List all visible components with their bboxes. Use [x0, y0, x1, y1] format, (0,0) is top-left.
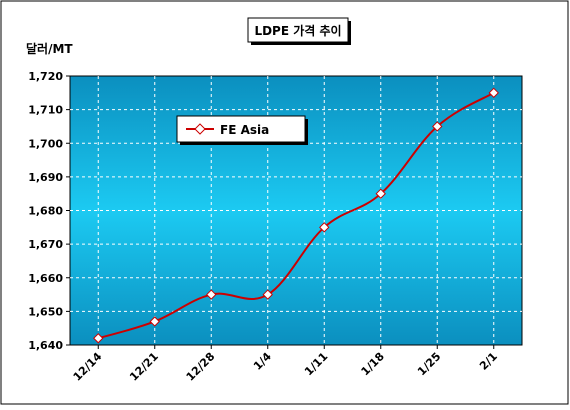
y-tick-label: 1,640: [28, 339, 63, 352]
y-tick-label: 1,670: [28, 238, 63, 251]
series-line-fe-asia: [97, 91, 495, 340]
y-tick-label: 1,720: [28, 70, 63, 83]
series-markers: [93, 87, 499, 344]
data-point-marker: [488, 87, 499, 99]
y-axis-ticks: 1,640 1,650 1,660 1,670 1,680 1,690 1,700 1,710…: [28, 70, 70, 352]
y-tick-label: 1,700: [28, 137, 63, 150]
legend-label-fe-asia: FE Asia: [220, 123, 269, 137]
y-axis-label: 달러/MT: [26, 41, 73, 56]
y-tick-label: 1,710: [28, 104, 63, 117]
y-tick-label: 1,690: [28, 171, 63, 184]
legend: FE Asia: [176, 115, 308, 145]
data-point-marker: [319, 222, 330, 233]
legend-marker-fe-asia: [194, 123, 206, 135]
chart-title-box: [247, 17, 349, 43]
data-point-marker: [262, 289, 273, 300]
y-tick-label: 1,650: [28, 305, 63, 318]
y-tick-label: 1,680: [28, 205, 63, 218]
data-point-marker: [206, 289, 217, 300]
data-point-marker: [375, 188, 386, 199]
y-tick-label: 1,660: [28, 272, 63, 285]
data-point-marker: [149, 316, 160, 327]
data-point-marker: [432, 121, 443, 132]
data-point-marker: [93, 333, 104, 344]
chart-title: LDPE 가격 추이: [254, 23, 341, 38]
series-lines: [97, 91, 495, 340]
